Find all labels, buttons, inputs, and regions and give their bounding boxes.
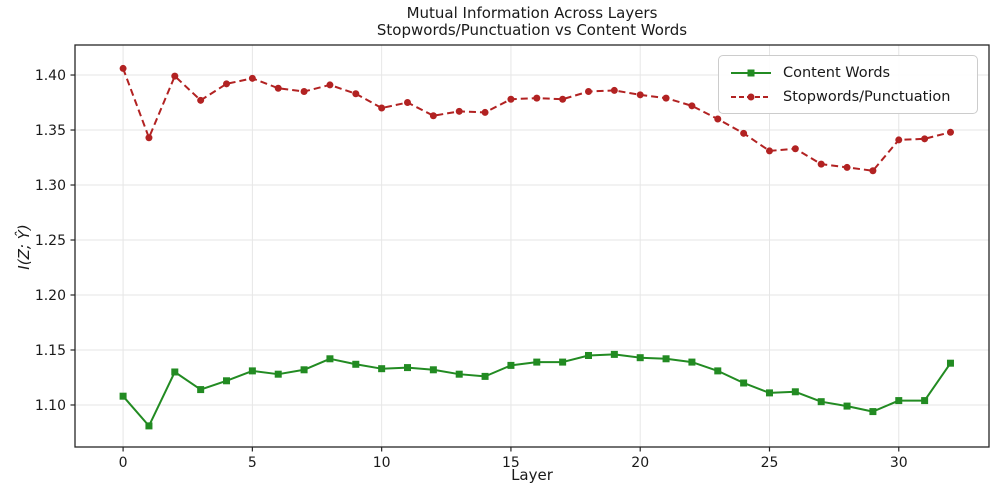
data-point-marker xyxy=(869,167,877,175)
data-point-marker xyxy=(171,72,179,80)
data-point-marker xyxy=(326,81,334,89)
data-point-marker xyxy=(688,102,696,110)
data-point-marker xyxy=(610,86,618,94)
data-point-marker xyxy=(895,397,903,405)
data-point-marker xyxy=(714,115,722,123)
data-point-marker xyxy=(429,366,437,374)
data-point-marker xyxy=(429,112,437,120)
data-point-marker xyxy=(274,84,282,92)
x-tick-label: 5 xyxy=(248,455,257,471)
data-point-marker xyxy=(171,368,179,376)
x-tick-label: 20 xyxy=(631,455,649,471)
data-point-marker xyxy=(197,96,205,104)
data-point-marker xyxy=(946,359,954,367)
legend-sample-dashed-circle-icon xyxy=(731,93,771,100)
data-point-marker xyxy=(636,91,644,99)
data-point-marker xyxy=(404,364,412,372)
data-point-marker xyxy=(662,355,670,363)
data-point-marker xyxy=(921,135,929,143)
data-point-marker xyxy=(533,358,541,366)
y-tick-label: 1.30 xyxy=(35,178,66,194)
legend-label: Content Words xyxy=(783,64,891,81)
data-point-marker xyxy=(455,370,463,378)
data-point-marker xyxy=(791,388,799,396)
data-point-marker xyxy=(921,397,929,405)
data-point-marker xyxy=(300,366,308,374)
y-axis-label: I(Z; Ŷ) xyxy=(15,224,33,270)
data-point-marker xyxy=(119,64,127,72)
data-point-marker xyxy=(248,367,256,375)
data-point-marker xyxy=(119,392,127,400)
y-tick-label: 1.40 xyxy=(35,68,66,84)
data-point-marker xyxy=(559,95,567,103)
chart-title-block: Mutual Information Across Layers Stopwor… xyxy=(75,5,989,39)
data-point-marker xyxy=(636,354,644,362)
y-tick-label: 1.25 xyxy=(35,233,66,249)
y-tick-label: 1.35 xyxy=(35,123,66,139)
data-point-marker xyxy=(817,160,825,168)
data-point-marker xyxy=(714,367,722,375)
data-point-marker xyxy=(378,365,386,373)
y-tick-label: 1.15 xyxy=(35,343,66,359)
x-tick-label: 30 xyxy=(890,455,908,471)
data-point-marker xyxy=(688,358,696,366)
data-point-marker xyxy=(533,94,541,102)
data-point-marker xyxy=(223,377,231,385)
data-point-marker xyxy=(274,370,282,378)
legend-item-content-words: Content Words xyxy=(729,62,967,83)
data-point-marker xyxy=(946,128,954,136)
legend-label: Stopwords/Punctuation xyxy=(783,88,951,105)
data-point-marker xyxy=(584,351,592,359)
data-point-marker xyxy=(610,350,618,358)
data-point-marker xyxy=(145,422,153,430)
data-point-marker xyxy=(352,90,360,98)
data-point-marker xyxy=(326,355,334,363)
data-point-marker xyxy=(740,129,748,137)
data-point-marker xyxy=(765,389,773,397)
data-point-marker xyxy=(559,358,567,366)
data-point-marker xyxy=(817,398,825,406)
data-point-marker xyxy=(223,80,231,88)
chart-subtitle: Stopwords/Punctuation vs Content Words xyxy=(376,21,688,39)
data-point-marker xyxy=(455,107,463,115)
data-point-marker xyxy=(791,145,799,153)
data-point-marker xyxy=(584,88,592,96)
data-point-marker xyxy=(740,379,748,387)
x-tick-label: 15 xyxy=(502,455,520,471)
data-point-marker xyxy=(662,94,670,102)
data-point-marker xyxy=(843,163,851,171)
chart-title: Mutual Information Across Layers xyxy=(406,4,658,22)
y-tick-label: 1.10 xyxy=(35,398,66,414)
data-point-marker xyxy=(352,360,360,368)
y-tick-label: 1.20 xyxy=(35,288,66,304)
data-point-marker xyxy=(404,99,412,107)
data-point-marker xyxy=(248,74,256,82)
data-point-marker xyxy=(378,104,386,112)
data-point-marker xyxy=(507,361,515,369)
data-point-marker xyxy=(145,134,153,142)
data-point-marker xyxy=(481,372,489,380)
legend-sample-solid-square-icon xyxy=(731,69,771,76)
legend-item-stopwords: Stopwords/Punctuation xyxy=(729,86,967,107)
x-tick-label: 10 xyxy=(373,455,391,471)
axes-frame xyxy=(74,44,990,448)
data-point-marker xyxy=(507,95,515,103)
data-point-marker xyxy=(765,147,773,155)
data-point-marker xyxy=(895,136,903,144)
data-point-marker xyxy=(197,386,205,394)
data-point-marker xyxy=(869,408,877,416)
data-point-marker xyxy=(300,88,308,96)
data-point-marker xyxy=(481,108,489,116)
data-point-marker xyxy=(843,402,851,410)
x-tick-label: 0 xyxy=(119,455,128,471)
x-axis-label: Layer xyxy=(511,466,553,484)
legend: Content Words Stopwords/Punctuation xyxy=(718,55,978,114)
x-tick-label: 25 xyxy=(761,455,779,471)
